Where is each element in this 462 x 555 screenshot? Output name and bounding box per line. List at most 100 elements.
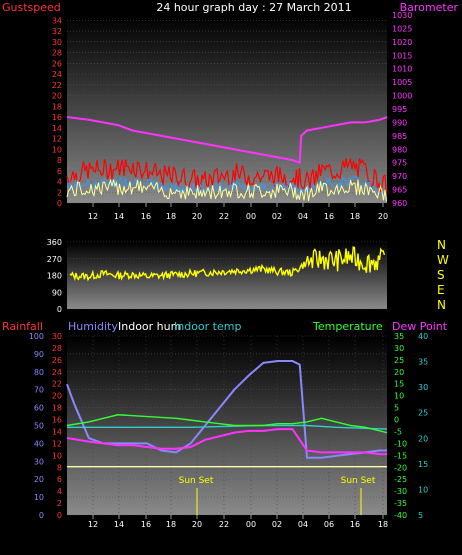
rainfall-tick-label: 2 (57, 499, 62, 508)
rainfall-tick-label: 18 (52, 404, 62, 413)
gust-tick-label: 26 (52, 59, 62, 68)
rainfall-tick-label: 28 (52, 344, 62, 353)
legend-rainfall: Rainfall (2, 320, 43, 333)
panel-temp-ticks: 0102030405060708090100024681012141618202… (29, 332, 428, 520)
temperature-tick-label: -30 (394, 487, 407, 496)
baro-tick-label: 965 (392, 186, 407, 195)
legend-dew-point: Dew Point (392, 320, 448, 333)
humidity-tick-label: 50 (34, 422, 44, 431)
baro-tick-label: 970 (392, 172, 407, 181)
panel-direction-left-ticks: 0 90 180 270 360 (47, 238, 62, 314)
rainfall-tick-label: 8 (57, 463, 62, 472)
temperature-tick-label: 5 (394, 404, 399, 413)
baro-tick-label: 1020 (392, 38, 412, 47)
x-tick-label: 00 (246, 520, 256, 529)
humidity-tick-label: 60 (34, 404, 44, 413)
barometer-series (66, 116, 388, 165)
compass-label: E (437, 283, 445, 297)
temperature-tick-label: 35 (394, 332, 404, 341)
humidity-tick-label: 20 (34, 475, 44, 484)
gust-tick-label: 4 (57, 178, 62, 187)
baro-tick-label: 960 (392, 199, 407, 208)
x-tick-label: 00 (246, 212, 256, 221)
gust-tick-label: 32 (52, 27, 62, 36)
humidity-tick-label: 100 (29, 332, 44, 341)
page-title: 24 hour graph day : 27 March 2011 (156, 1, 351, 14)
panel-gust-background (67, 15, 387, 203)
rainfall-tick-label: 14 (52, 427, 62, 436)
humidity-tick-label: 30 (34, 457, 44, 466)
temperature-tick-label: 0 (394, 416, 399, 425)
direction-tick-label: 360 (47, 238, 62, 247)
indoor-temp-tick-label: 25 (418, 409, 428, 418)
direction-tick-label: 0 (57, 305, 62, 314)
indoor-temp-tick-label: 5 (418, 511, 423, 520)
rainfall-tick-label: 22 (52, 380, 62, 389)
compass-label: S (437, 268, 445, 282)
x-tick-label: 02 (272, 212, 282, 221)
x-tick-label: 02 (272, 520, 282, 529)
gust-tick-label: 28 (52, 49, 62, 58)
gust-series (66, 156, 388, 196)
temperature-tick-label: 25 (394, 356, 404, 365)
gust-tick-label: 14 (52, 124, 62, 133)
indoor-temp-tick-label: 20 (418, 434, 428, 443)
temperature-tick-label: -10 (394, 439, 407, 448)
gust-tick-label: 6 (57, 167, 62, 176)
humidity-series (66, 360, 387, 459)
baro-tick-label: 975 (392, 159, 407, 168)
gust-tick-label: 2 (57, 188, 62, 197)
gust-tick-label: 20 (52, 92, 62, 101)
rainfall-tick-label: 20 (52, 392, 62, 401)
indoor-temp-tick-label: 15 (418, 460, 428, 469)
gust-tick-label: 30 (52, 38, 62, 47)
temperature-tick-label: 20 (394, 368, 404, 377)
x-tick-label: 12 (88, 212, 98, 221)
panel-direction-grid (67, 241, 387, 310)
baro-tick-label: 990 (392, 118, 407, 127)
rainfall-tick-label: 0 (57, 511, 62, 520)
x-tick-label: 18 (166, 520, 176, 529)
x-tick-label: 04 (298, 520, 308, 529)
left-axis-title: Gustspeed (2, 1, 61, 14)
rainfall-tick-label: 24 (52, 368, 62, 377)
humidity-tick-label: 40 (34, 439, 44, 448)
temperature-tick-label: -40 (394, 511, 407, 520)
baro-tick-label: 1005 (392, 78, 412, 87)
indoor-temp-tick-label: 40 (418, 332, 428, 341)
rainfall-tick-label: 12 (52, 439, 62, 448)
compass-label: W (437, 253, 449, 267)
panel-gust-right-ticks: 960 965 970 975 980 985 990 995 1000 1005 1010 1015… (392, 11, 412, 208)
x-tick-label: 14 (114, 212, 124, 221)
temperature-tick-label: -20 (394, 463, 407, 472)
wind-series (66, 175, 387, 198)
avg-wind-series (66, 178, 387, 202)
temperature-tick-label: 30 (394, 344, 404, 353)
rainfall-tick-label: 10 (52, 451, 62, 460)
gust-tick-label: 8 (57, 156, 62, 165)
gust-tick-label: 0 (57, 199, 62, 208)
compass-label: N (437, 238, 446, 252)
humidity-tick-label: 0 (39, 511, 44, 520)
temperature-tick-label: 15 (394, 380, 404, 389)
x-tick-label: 18 (166, 212, 176, 221)
baro-tick-label: 1010 (392, 65, 412, 74)
right-axis-title: Barometer (400, 1, 459, 14)
direction-tick-label: 270 (47, 255, 62, 264)
direction-tick-label: 180 (47, 272, 62, 281)
x-tick-label: 20 (192, 212, 202, 221)
temperature-tick-label: 10 (394, 392, 404, 401)
panel-temp-x-ticks: 12 14 16 18 20 22 00 02 04 06 16 18 (88, 515, 388, 529)
wind-direction-series (69, 246, 386, 282)
panel-temp-series (66, 360, 388, 515)
rainfall-tick-label: 4 (57, 487, 62, 496)
temperature-tick-label: -35 (394, 499, 407, 508)
gust-tick-label: 22 (52, 81, 62, 90)
indoor-temp-tick-label: 35 (418, 358, 428, 367)
x-tick-label: 18 (378, 520, 388, 529)
x-tick-label: 04 (298, 212, 308, 221)
rainfall-tick-label: 30 (52, 332, 62, 341)
